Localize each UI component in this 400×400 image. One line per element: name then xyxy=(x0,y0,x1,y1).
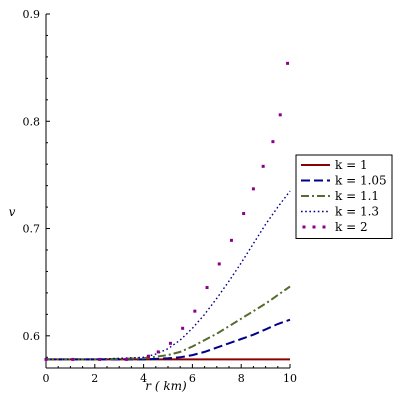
k4-point xyxy=(44,357,48,361)
k4-point xyxy=(181,326,185,330)
x-axis-label: r ( km) xyxy=(145,379,187,393)
x-tick-label: 10 xyxy=(283,372,297,385)
k4-point xyxy=(98,357,102,361)
x-tick-label: 4 xyxy=(140,372,147,385)
y-tick-label: 0.8 xyxy=(23,115,41,128)
y-tick-label: 0.6 xyxy=(23,330,41,343)
legend-label: k = 1 xyxy=(335,158,368,172)
y-tick-label: 0.7 xyxy=(23,223,41,236)
k4-point xyxy=(193,309,197,313)
legend-label: k = 2 xyxy=(335,220,368,234)
k4-point xyxy=(125,357,129,361)
x-tick-label: 6 xyxy=(189,372,196,385)
legend-swatch xyxy=(322,225,326,229)
legend-label: k = 1.3 xyxy=(335,205,379,219)
k4-point xyxy=(271,140,275,144)
k4-point xyxy=(278,113,282,117)
x-tick-label: 0 xyxy=(43,372,50,385)
k4-point xyxy=(156,350,160,354)
legend-label: k = 1.05 xyxy=(335,174,387,188)
k4-point xyxy=(229,238,233,242)
legend-swatch xyxy=(302,225,306,229)
legend: k = 1 k = 1.05k = 1.1 k = 1.3k = 2 xyxy=(295,154,393,239)
k4-point xyxy=(168,341,172,345)
x-tick-label: 2 xyxy=(91,372,98,385)
series-layer xyxy=(44,61,291,361)
k4-point xyxy=(286,61,290,65)
axes: 0 2 4 6 8 10 0.6 0.7 0.8 0.9 xyxy=(23,8,298,385)
x-tick-label: 8 xyxy=(238,372,245,385)
legend-label: k = 1.1 xyxy=(335,189,379,203)
y-axis-label: v xyxy=(9,205,16,219)
k4-point xyxy=(251,187,255,191)
k4-point xyxy=(71,357,75,361)
k4-point xyxy=(146,354,150,358)
y-tick-label: 0.9 xyxy=(23,8,41,21)
series-line-2 xyxy=(46,285,291,361)
k4-point xyxy=(242,212,246,216)
k4-point xyxy=(261,164,265,168)
legend-swatch xyxy=(312,225,316,229)
k4-point xyxy=(217,262,221,266)
k4-point xyxy=(205,286,209,290)
series-line-1 xyxy=(46,318,291,361)
